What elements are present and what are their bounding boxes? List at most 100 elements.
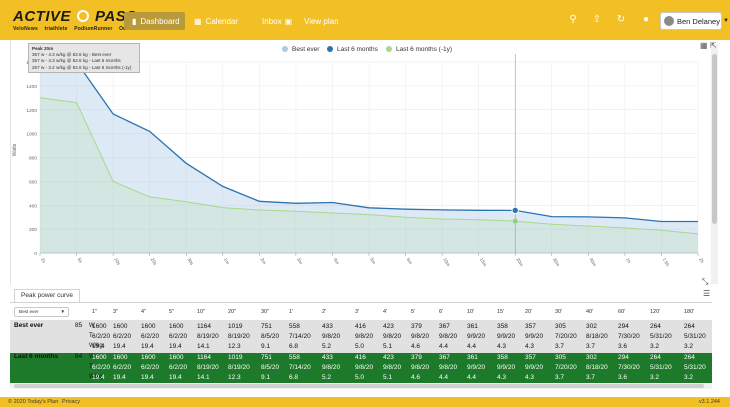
y-tick-label: 200 [29,227,37,233]
column-header[interactable]: 2' [322,309,327,315]
column-header[interactable]: 15' [497,309,505,315]
column-header[interactable]: 10" [197,309,206,315]
table-cell: 423 [383,323,394,330]
table-cell: 5.1 [383,343,393,350]
column-header[interactable]: 6' [439,309,444,315]
x-tick-label: 4m [333,257,341,265]
x-tick-label: 1h [625,257,632,264]
footer-privacy-link[interactable]: Privacy [62,399,81,405]
column-header[interactable]: 10' [467,309,475,315]
comparison-select[interactable]: Best ever ▼ [14,307,69,317]
table-cell: 7/20/20 [555,333,577,340]
column-header[interactable]: 1' [289,309,294,315]
column-header[interactable]: 20" [228,309,237,315]
tooltip-line: 357 w - 4.3 w/kg @ 82.6 kg - Last 6 mont… [32,58,121,64]
partner-triathlete: triathlete [44,26,68,32]
logo[interactable]: ACTIVE PASS [13,8,137,25]
table-cell: 7/30/20 [618,333,640,340]
table-cell: 1600 [113,323,128,330]
column-header[interactable]: 5' [411,309,416,315]
table-cell: 19.4 [141,374,154,381]
table-cell: 7/14/20 [289,333,311,340]
x-tick-label: 30m [552,257,561,267]
table-cell: 5/31/20 [684,333,706,340]
scrollbar-thumb[interactable] [712,54,717,224]
chevron-down-icon: ▼ [722,18,729,24]
search-icon[interactable]: ⚲ [569,14,577,25]
table-cell: 19.4 [169,343,182,350]
table-title-tab[interactable]: Peak power curve [14,289,80,302]
calendar-icon: ▦ [194,16,202,26]
panel-settings-icon[interactable]: ▦ [700,41,708,50]
table-cell: 9/9/20 [467,364,486,371]
y-tick-label: 1400 [26,84,37,90]
table-cell: 9/8/20 [411,333,430,340]
chat-icon: ▣ [284,16,293,26]
panel-collapse-icon[interactable]: ⇱ [710,41,717,50]
table-cell: 12.3 [228,343,241,350]
table-cell: 264 [650,323,661,330]
vertical-scrollbar[interactable] [711,44,718,284]
column-header[interactable]: 30" [261,309,270,315]
column-header[interactable]: 5" [169,309,175,315]
y-tick-label: 600 [29,179,37,185]
column-header[interactable]: 4' [383,309,388,315]
row-unit-label: W/kg [89,374,103,380]
table-cell: 4.3 [497,343,507,350]
table-cell: 9.1 [261,343,271,350]
resize-icon[interactable]: ⤡ [702,277,709,286]
table-cell: 1164 [197,323,211,330]
help-icon[interactable]: ● [642,14,650,25]
table-cell: 6/2/20 [113,333,132,340]
legend-item-last-6-months-1y[interactable]: Last 6 months (-1y) [386,44,452,54]
y-tick-label: 1000 [26,132,37,138]
legend-label: Last 6 months [337,45,378,53]
column-header[interactable]: 20' [525,309,533,315]
row-label: Last 6 months [14,353,59,360]
column-header[interactable]: 30' [555,309,563,315]
column-header[interactable]: 3" [113,309,119,315]
table-cell: 8/19/20 [228,333,250,340]
nav-inbox[interactable]: Inbox ▣ [262,12,296,30]
table-cell: 433 [322,354,333,361]
legend-item-best-ever[interactable]: Best ever [282,44,319,54]
x-tick-label: 30s [186,257,194,267]
legend-item-last-6-months[interactable]: Last 6 months [327,44,378,54]
row-band-best-ever [10,320,712,353]
table-cell: 9/8/20 [383,333,402,340]
column-header[interactable]: 1" [92,309,98,315]
column-header[interactable]: 120' [650,309,661,315]
column-header[interactable]: 4" [141,309,147,315]
table-cell: 5.1 [383,374,393,381]
table-cell: 264 [650,354,661,361]
scrollbar-thumb[interactable] [14,384,704,388]
table-cell: 8/19/20 [197,333,219,340]
table-cell: 5.0 [355,374,365,381]
footer-version: v3.1.244 [698,399,720,405]
column-header[interactable]: 60' [618,309,626,315]
nav-calendar[interactable]: ▦ Calendar [194,12,238,30]
horizontal-scrollbar[interactable] [10,383,712,389]
nav-view-plan[interactable]: View plan [304,12,339,30]
table-cell: 4.6 [411,343,421,350]
partner-podiumrunner: PodiumRunner [74,26,113,32]
table-cell: 6.8 [289,374,299,381]
column-header[interactable]: 3' [355,309,360,315]
y-axis-title: Watts [12,143,18,156]
menu-icon[interactable]: ☰ [703,289,711,298]
tooltip-line: 357 w - 4.3 w/kg @ 82.6 kg - Best ever [32,52,112,58]
chevron-down-icon: ▼ [60,309,65,314]
column-header[interactable]: 40' [586,309,594,315]
user-menu-button[interactable]: Ben Delaney ▼ [660,12,729,30]
highlight-marker [511,206,519,215]
x-tick-label: 6m [406,257,414,265]
sync-icon[interactable]: ↻ [616,14,626,25]
upload-icon[interactable]: ⇧ [592,14,602,25]
nav-dashboard[interactable]: ▮ Dashboard [132,12,180,30]
table-cell: 264 [684,354,695,361]
table-cell: 8/5/20 [261,364,280,371]
column-header[interactable]: 180' [684,309,695,315]
nav-calendar-label: Calendar [205,16,239,26]
footer: © 2020 Today's Plan Privacy v3.1.244 [0,397,730,407]
table-cell: 357 [525,323,536,330]
